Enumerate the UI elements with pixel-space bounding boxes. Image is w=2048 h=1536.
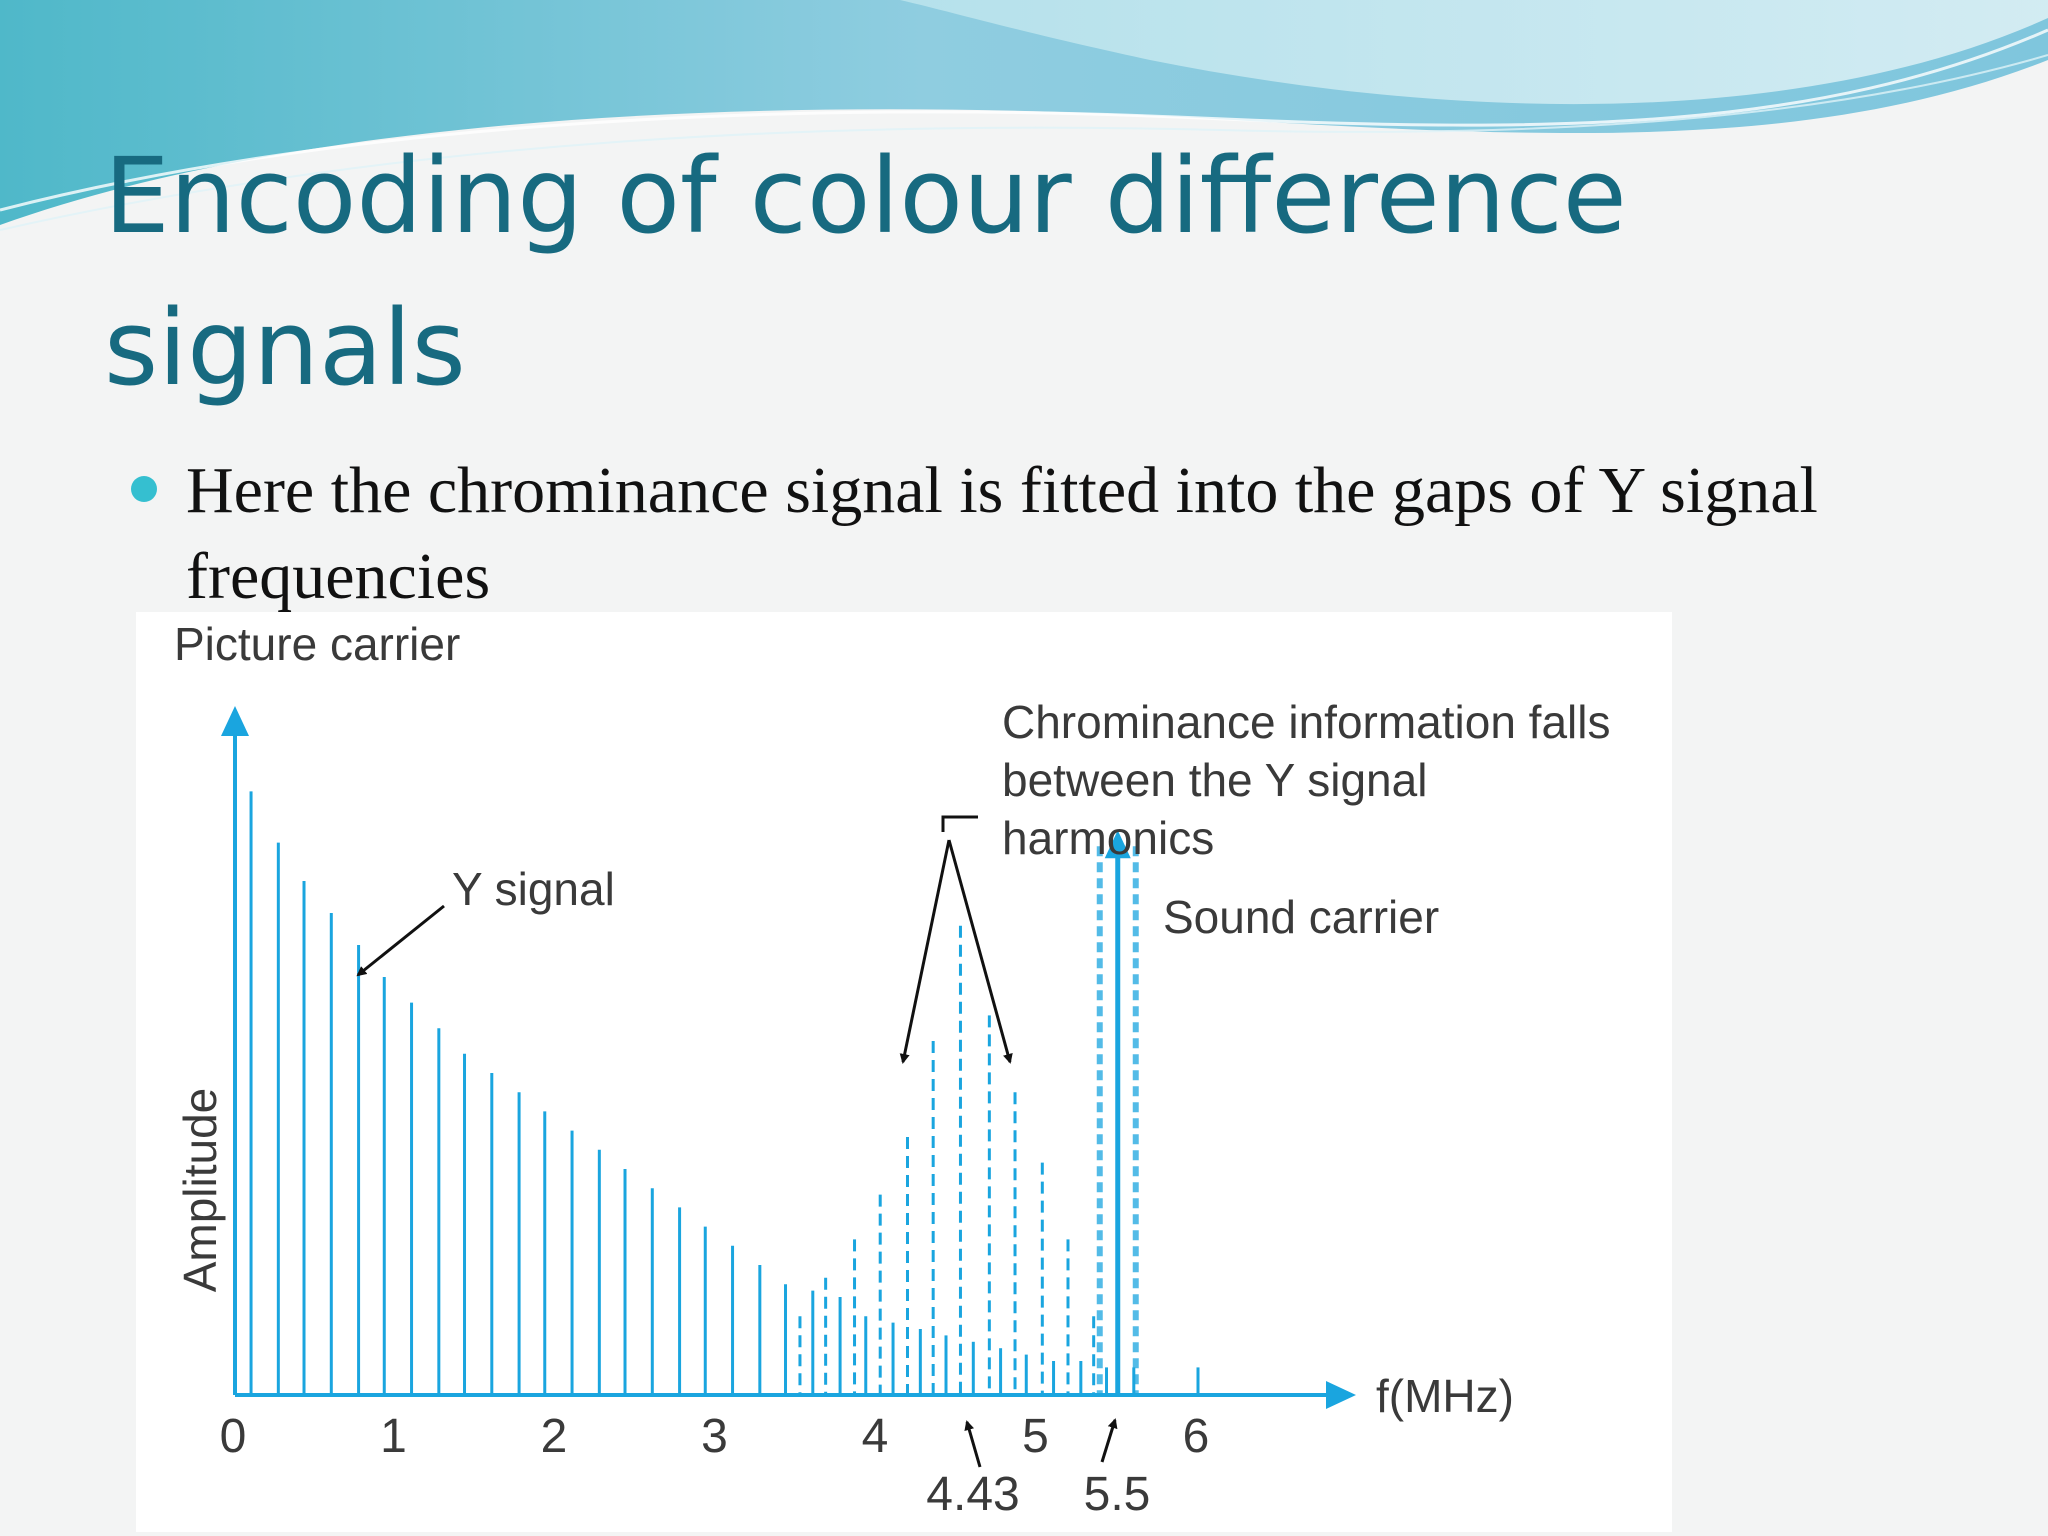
spectrum-chart: 0 1 2 3 4 5 6 Picture carrier Amplitude f(MHz)… bbox=[174, 618, 1611, 1521]
x-axis-arrow-icon bbox=[1326, 1381, 1356, 1409]
x-tick-label: 4 bbox=[862, 1410, 889, 1463]
bullet-text: Here the chrominance signal is fitted in… bbox=[186, 454, 1818, 613]
sound-carrier-label: Sound carrier bbox=[1163, 891, 1439, 943]
chroma-pointer-left bbox=[899, 839, 951, 1064]
marked-frequency-5-5: 5.5 bbox=[1084, 1468, 1151, 1521]
x-tick-label: 5 bbox=[1022, 1410, 1049, 1463]
y-signal-pointer bbox=[356, 904, 445, 977]
chroma-note-line-1: Chrominance information falls bbox=[1002, 696, 1611, 748]
marker-4-43-pointer bbox=[964, 1420, 982, 1468]
y-signal-label: Y signal bbox=[452, 863, 615, 915]
spectrum-lines bbox=[249, 791, 1200, 1393]
x-axis-label: f(MHz) bbox=[1376, 1370, 1514, 1422]
y-axis-arrow-icon bbox=[221, 706, 249, 736]
marked-frequency-4-43: 4.43 bbox=[926, 1468, 1019, 1521]
x-tick-label: 3 bbox=[701, 1410, 728, 1463]
chroma-note-bracket bbox=[941, 815, 978, 832]
chroma-pointer-right bbox=[947, 839, 1013, 1064]
slide-title: Encoding of colour difference signals bbox=[104, 135, 1627, 409]
sound-carrier-arrow-icon bbox=[1104, 830, 1131, 859]
chroma-note-line-2: between the Y signal bbox=[1002, 754, 1427, 806]
x-tick-label: 6 bbox=[1183, 1410, 1210, 1463]
spectrum-figure: 0 1 2 3 4 5 6 Picture carrier Amplitude f(MHz)… bbox=[136, 612, 1672, 1532]
x-tick-label: 2 bbox=[541, 1410, 568, 1463]
x-axis-ticks: 0 1 2 3 4 5 6 bbox=[220, 1410, 1210, 1463]
picture-carrier-label: Picture carrier bbox=[174, 618, 460, 670]
header-wave-decoration bbox=[0, 0, 2048, 231]
y-axis-label: Amplitude bbox=[174, 1088, 226, 1293]
x-tick-label: 1 bbox=[380, 1410, 407, 1463]
chroma-note-line-3: harmonics bbox=[1002, 812, 1214, 864]
bullet-point-icon bbox=[131, 476, 157, 502]
marker-5-5-pointer bbox=[1100, 1418, 1118, 1463]
x-tick-label: 0 bbox=[220, 1410, 247, 1463]
